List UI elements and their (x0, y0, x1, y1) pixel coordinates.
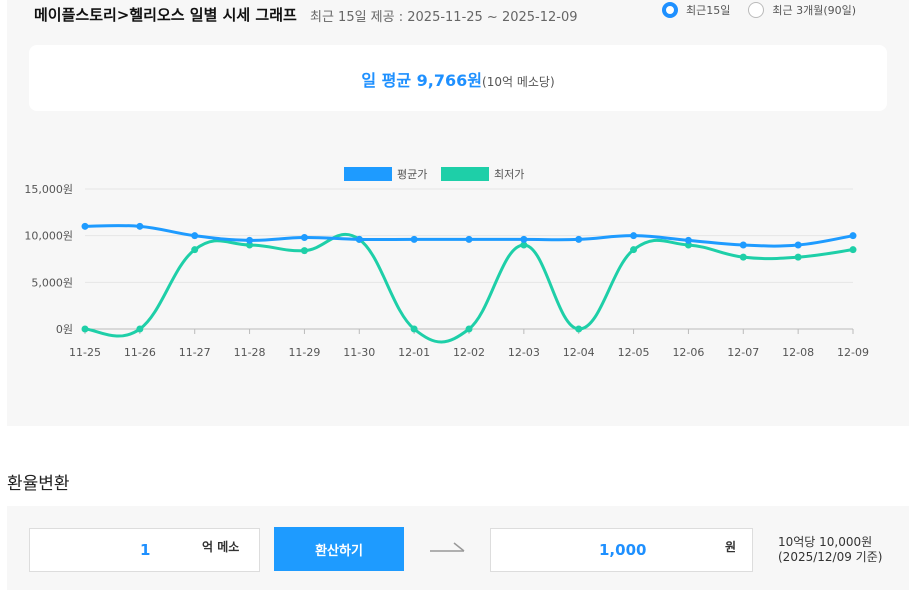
legend-label: 최저가 (494, 168, 524, 181)
legend-swatch (441, 167, 489, 181)
data-point-lowest (136, 325, 144, 333)
data-point-average (794, 241, 802, 249)
data-point-average (136, 222, 144, 230)
won-amount-value: 1,000 (599, 541, 647, 559)
meso-amount-input[interactable]: 1 억 메소 (29, 528, 260, 572)
data-point-lowest (739, 253, 747, 261)
won-amount-output[interactable]: 1,000 원 (490, 528, 753, 572)
data-point-lowest (300, 247, 308, 255)
x-tick-label: 12-09 (837, 346, 869, 359)
x-tick-label: 12-05 (618, 346, 650, 359)
x-tick-label: 11-28 (234, 346, 266, 359)
exchange-section-title: 환율변환 (7, 474, 70, 494)
price-line-chart: 0원 5,000원 10,000원 15,000원 11-25 11-26 11-27 11-… (24, 167, 869, 359)
data-point-lowest (81, 325, 89, 333)
data-point-average (684, 236, 692, 244)
x-tick-label: 11-26 (124, 346, 156, 359)
radio-recent-3-months[interactable] (748, 2, 765, 18)
data-point-lowest (191, 246, 199, 254)
data-point-lowest (465, 325, 473, 333)
convert-button[interactable]: 환산하기 (274, 527, 404, 571)
x-tick-label: 12-07 (727, 346, 759, 359)
data-point-average (355, 235, 363, 243)
data-point-average (410, 235, 418, 243)
data-point-lowest (630, 246, 638, 254)
x-tick-label: 11-27 (179, 346, 211, 359)
data-point-average (739, 241, 747, 249)
data-point-average (246, 236, 254, 244)
x-tick-label: 12-08 (782, 346, 814, 359)
x-tick-label: 12-01 (398, 346, 430, 359)
data-point-lowest (849, 246, 857, 254)
legend-label: 평균가 (397, 168, 427, 181)
x-tick-label: 12-06 (672, 346, 704, 359)
data-point-average (191, 232, 199, 240)
radio-recent-15-days[interactable] (662, 2, 678, 18)
y-tick-label: 5,000원 (31, 276, 73, 289)
y-tick-label: 10,000원 (24, 230, 73, 243)
data-point-average (849, 232, 857, 240)
data-point-average (630, 232, 638, 240)
data-point-lowest (410, 325, 418, 333)
exchange-rate-date: (2025/12/09 기준) (778, 550, 883, 564)
y-tick-label: 0원 (56, 323, 73, 336)
meso-unit-label: 억 메소 (202, 540, 240, 554)
data-point-average (575, 235, 583, 243)
radio-label-recent-15-days[interactable]: 최근15일 (686, 4, 731, 17)
data-point-average (81, 222, 89, 230)
daily-average-unit: (10억 메소당) (482, 75, 555, 89)
radio-label-recent-3-months[interactable]: 최근 3개월(90일) (772, 4, 857, 17)
period-radio-group: 최근15일 최근 3개월(90일) (662, 2, 874, 18)
data-point-average (300, 234, 308, 242)
x-tick-label: 11-29 (288, 346, 320, 359)
data-point-average (520, 235, 528, 243)
daily-average-value: 일 평균 9,766원 (361, 71, 483, 90)
won-unit-label: 원 (725, 540, 737, 554)
date-range-subtitle: 최근 15일 제공 : 2025-11-25 ~ 2025-12-09 (310, 10, 578, 25)
exchange-rate-info: 10억당 10,000원 (2025/12/09 기준) (778, 535, 882, 565)
data-point-lowest (794, 253, 802, 261)
meso-amount-value: 1 (140, 541, 151, 559)
legend-swatch (344, 167, 392, 181)
exchange-rate-line: 10억당 10,000원 (778, 535, 873, 549)
arrow-right-icon (430, 542, 465, 552)
data-point-average (465, 235, 473, 243)
x-tick-label: 11-30 (343, 346, 375, 359)
y-tick-label: 15,000원 (24, 183, 73, 196)
x-tick-label: 12-04 (563, 346, 595, 359)
x-tick-label: 12-03 (508, 346, 540, 359)
data-point-lowest (575, 325, 583, 333)
data-point-lowest (520, 241, 528, 249)
page-title: 메이플스토리>헬리오스 일별 시세 그래프 (34, 6, 297, 24)
x-tick-label: 11-25 (69, 346, 101, 359)
daily-average-card: 일 평균 9,766원(10억 메소당) (29, 45, 887, 111)
x-tick-label: 12-02 (453, 346, 485, 359)
